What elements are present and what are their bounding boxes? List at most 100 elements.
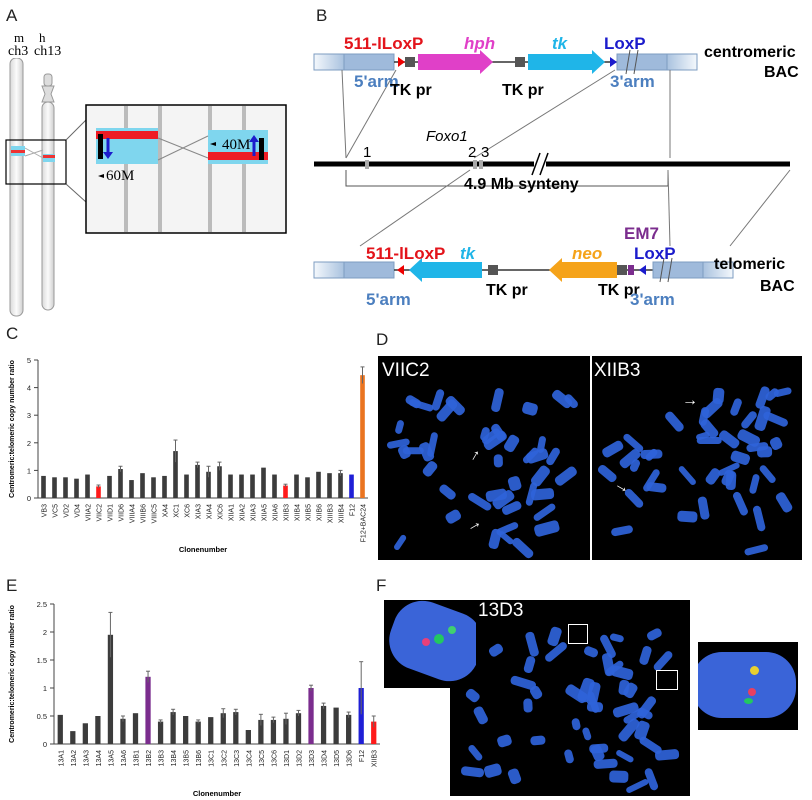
- chromosome: [471, 705, 489, 726]
- telomeric-bac-label-2: BAC: [760, 278, 795, 295]
- chromosome: [533, 519, 561, 537]
- chart-c: 0 1 2 3 4 5 VB3 VC5 VD2 VD4 VIIA2 VIIC2 VIID1 VIID6 VI…: [9, 356, 368, 554]
- exon-2: [473, 160, 477, 169]
- category-label: VIIA2: [86, 504, 93, 521]
- chromosome: [521, 400, 539, 417]
- chromosome: [617, 679, 630, 695]
- bottom-tkpr2-label: TK pr: [598, 282, 640, 299]
- y-tick-label: 5: [27, 356, 31, 365]
- gene-foxo1-label: Foxo1: [426, 128, 468, 145]
- metaphase-right: [592, 356, 802, 560]
- bar-13B4: [170, 712, 176, 744]
- bar-13C4: [245, 730, 251, 744]
- bar-13B1: [132, 713, 139, 744]
- bar-13C1: [208, 717, 214, 744]
- inset-left: [384, 600, 476, 688]
- category-label: XIIA6: [273, 504, 280, 521]
- y-tick-label: 2: [43, 628, 47, 637]
- bar-VIID1: [107, 475, 112, 498]
- bar-VD2: [63, 477, 68, 498]
- category-label: 13C3: [234, 750, 241, 767]
- bar-XIA4: [206, 471, 211, 498]
- chromosome: [496, 733, 514, 748]
- y-axis-label: Centromeric:telomeric copy number ratio: [9, 360, 16, 498]
- category-label: 13D4: [322, 750, 329, 767]
- category-label: VD2: [64, 504, 71, 518]
- centromeric-bac-label-2: BAC: [764, 64, 799, 81]
- bar-XIIA3: [250, 474, 255, 498]
- category-label: XA4: [163, 504, 170, 517]
- bar-13D3: [308, 688, 314, 744]
- category-label: XIIA5: [262, 504, 269, 521]
- zoom-inset: [85, 104, 287, 234]
- bar-VB3: [41, 475, 46, 498]
- y-tick-label: 0: [27, 494, 31, 503]
- chromosome: [744, 543, 769, 556]
- chromosome: [467, 743, 485, 762]
- bar-13D2: [295, 713, 302, 744]
- inset-right: [698, 642, 798, 730]
- category-label: 13B1: [134, 750, 141, 766]
- category-label: 13B5: [184, 750, 191, 766]
- exon-3-label: 3: [481, 144, 490, 161]
- chromosome: [762, 410, 790, 428]
- chromosome: [581, 726, 593, 742]
- y-tick-label: 1: [43, 684, 47, 693]
- category-label: VIIIA4: [130, 504, 137, 523]
- bar-13B2: [145, 676, 151, 744]
- bar-13A4: [95, 716, 101, 744]
- bar-XIIB5: [305, 477, 310, 498]
- metaphase-left-label: VIIC2: [382, 360, 430, 381]
- category-label: VIID6: [119, 504, 126, 522]
- chromosome: [646, 626, 664, 642]
- x-axis-label: Clonenumber: [179, 545, 227, 554]
- bar-13A3: [82, 723, 88, 744]
- chromosome: [663, 410, 686, 434]
- category-label: 13D3: [309, 750, 316, 767]
- chart-e: 0 0.5 1 1.5 2 2.5 13A1 13A2 13A3 13A4 13A5 13A6 13B1…: [9, 600, 380, 798]
- category-label: 13A5: [108, 750, 115, 766]
- chromosome: [522, 654, 536, 674]
- bar-13B6: [195, 721, 201, 744]
- chromosome: [464, 687, 482, 704]
- chromosome: [494, 453, 504, 468]
- exon-1-label: 1: [363, 144, 372, 161]
- panel-label-a: A: [6, 6, 18, 25]
- bar-XIIA2: [239, 474, 244, 498]
- bar-XIIA5: [261, 467, 266, 498]
- mark-60m: 60M: [106, 168, 135, 184]
- category-label: VIIIB6: [141, 504, 148, 523]
- bar-XIIA1: [228, 474, 233, 498]
- chr-h-species: h: [39, 30, 46, 45]
- category-label: VD4: [75, 504, 82, 518]
- bar-XIIB6: [316, 471, 321, 498]
- chromosome: [748, 473, 761, 494]
- category-label: XIIIB4: [339, 504, 346, 523]
- chromosome: [393, 419, 405, 436]
- category-label: 13C4: [246, 750, 253, 767]
- bottom-tkpr1-label: TK pr: [486, 282, 528, 299]
- bar-13D6: [346, 714, 352, 744]
- zoom-source-box: [5, 139, 67, 185]
- y-tick-label: 2: [27, 439, 31, 448]
- arrow-3: →: [682, 392, 698, 409]
- exon-2-label: 2: [468, 144, 477, 161]
- y-tick-label: 2.5: [37, 600, 47, 609]
- chromosome: [437, 482, 457, 501]
- chromosome: [600, 439, 625, 459]
- x-axis-label: Clonenumber: [193, 789, 241, 798]
- chromosome: [553, 464, 579, 487]
- metaphase-right-label: XIIB3: [594, 360, 641, 381]
- panel-label-b: B: [316, 6, 328, 25]
- chromosome: [677, 510, 698, 523]
- top-arm5-label: 5'arm: [354, 72, 399, 91]
- bar-VC5: [52, 477, 57, 498]
- metaphase-13d3-label: 13D3: [478, 600, 524, 621]
- chromosome: [571, 717, 582, 731]
- bar-VIIA2: [85, 474, 90, 498]
- y-tick-label: 0: [43, 740, 47, 749]
- category-label: 13B3: [159, 750, 166, 766]
- chromosome: [636, 706, 655, 722]
- chromosome: [506, 767, 523, 786]
- bar-XA4: [162, 475, 167, 498]
